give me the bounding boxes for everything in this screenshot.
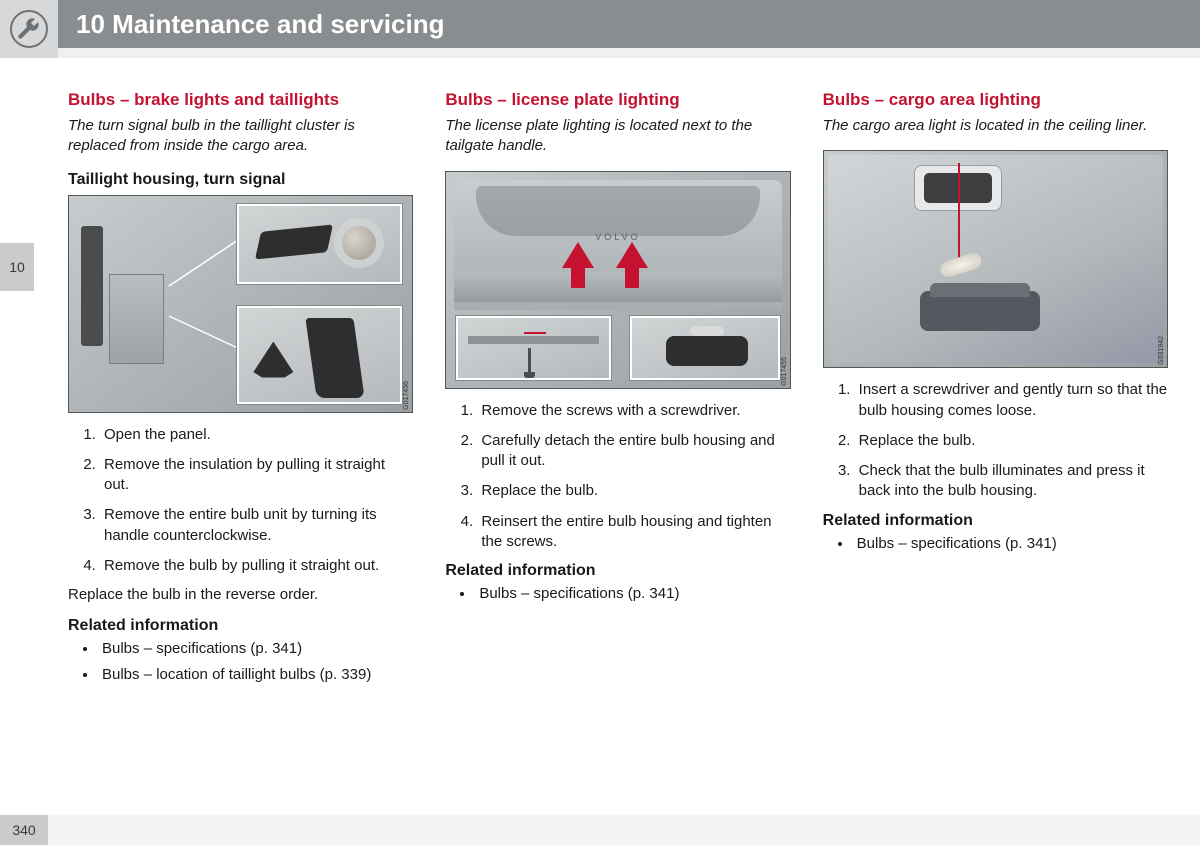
figure-code: G017455 — [781, 357, 788, 386]
header-divider — [58, 48, 1200, 58]
content-area: Bulbs – brake lights and taillights The … — [68, 90, 1168, 805]
step-item: Open the panel. — [100, 425, 413, 445]
section-title: Bulbs – brake lights and taillights — [68, 90, 413, 110]
steps-list: Insert a screwdriver and gently turn so … — [823, 380, 1168, 501]
section-intro: The cargo area light is located in the c… — [823, 116, 1168, 136]
step-item: Carefully detach the entire bulb housing… — [477, 431, 790, 472]
page-header: 10 Maintenance and servicing — [0, 0, 1200, 58]
section-subhead: Taillight housing, turn signal — [68, 171, 413, 189]
chapter-title: 10 Maintenance and servicing — [76, 9, 444, 40]
related-item: Bulbs – location of taillight bulbs (p. … — [98, 665, 413, 685]
column-3: Bulbs – cargo area lighting The cargo ar… — [823, 90, 1168, 805]
column-1: Bulbs – brake lights and taillights The … — [68, 90, 413, 805]
chapter-title-bar: 10 Maintenance and servicing — [58, 0, 1200, 48]
figure-code: G031942 — [1158, 336, 1165, 365]
page-number: 340 — [0, 815, 48, 845]
steps-list: Remove the screws with a screwdriver. Ca… — [445, 401, 790, 553]
figure-cargo-light: G031942 — [823, 150, 1168, 368]
figure-code: G017456 — [403, 381, 410, 410]
section-title: Bulbs – license plate lighting — [445, 90, 790, 110]
step-item: Replace the bulb. — [855, 431, 1168, 451]
after-steps-text: Replace the bulb in the reverse order. — [68, 586, 413, 603]
chapter-title-text: Maintenance and servicing — [112, 9, 444, 39]
chapter-number: 10 — [76, 9, 105, 39]
wrench-icon-box — [0, 0, 58, 58]
step-item: Insert a screwdriver and gently turn so … — [855, 380, 1168, 421]
related-item: Bulbs – specifications (p. 341) — [853, 534, 1168, 554]
figure-taillight: G017456 — [68, 195, 413, 413]
step-item: Replace the bulb. — [477, 481, 790, 501]
related-heading: Related information — [823, 512, 1168, 530]
steps-list: Open the panel. Remove the insulation by… — [68, 425, 413, 577]
step-item: Check that the bulb illuminates and pres… — [855, 461, 1168, 502]
footer-strip — [48, 815, 1200, 845]
related-item: Bulbs – specifications (p. 341) — [475, 584, 790, 604]
figure-license-plate: VOLVO V70 G017455 — [445, 171, 790, 389]
section-title: Bulbs – cargo area lighting — [823, 90, 1168, 110]
step-item: Reinsert the entire bulb housing and tig… — [477, 512, 790, 553]
step-item: Remove the entire bulb unit by turning i… — [100, 505, 413, 546]
related-heading: Related information — [445, 562, 790, 580]
related-item: Bulbs – specifications (p. 341) — [98, 639, 413, 659]
step-item: Remove the insulation by pulling it stra… — [100, 455, 413, 496]
related-list: Bulbs – specifications (p. 341) Bulbs – … — [68, 639, 413, 686]
column-2: Bulbs – license plate lighting The licen… — [445, 90, 790, 805]
section-intro: The license plate lighting is located ne… — [445, 116, 790, 157]
chapter-tab: 10 — [0, 243, 34, 291]
related-list: Bulbs – specifications (p. 341) — [445, 584, 790, 604]
section-intro: The turn signal bulb in the taillight cl… — [68, 116, 413, 157]
step-item: Remove the bulb by pulling it straight o… — [100, 556, 413, 576]
related-heading: Related information — [68, 617, 413, 635]
step-item: Remove the screws with a screwdriver. — [477, 401, 790, 421]
wrench-icon — [9, 9, 49, 49]
left-rail: 10 — [0, 58, 48, 845]
related-list: Bulbs – specifications (p. 341) — [823, 534, 1168, 554]
